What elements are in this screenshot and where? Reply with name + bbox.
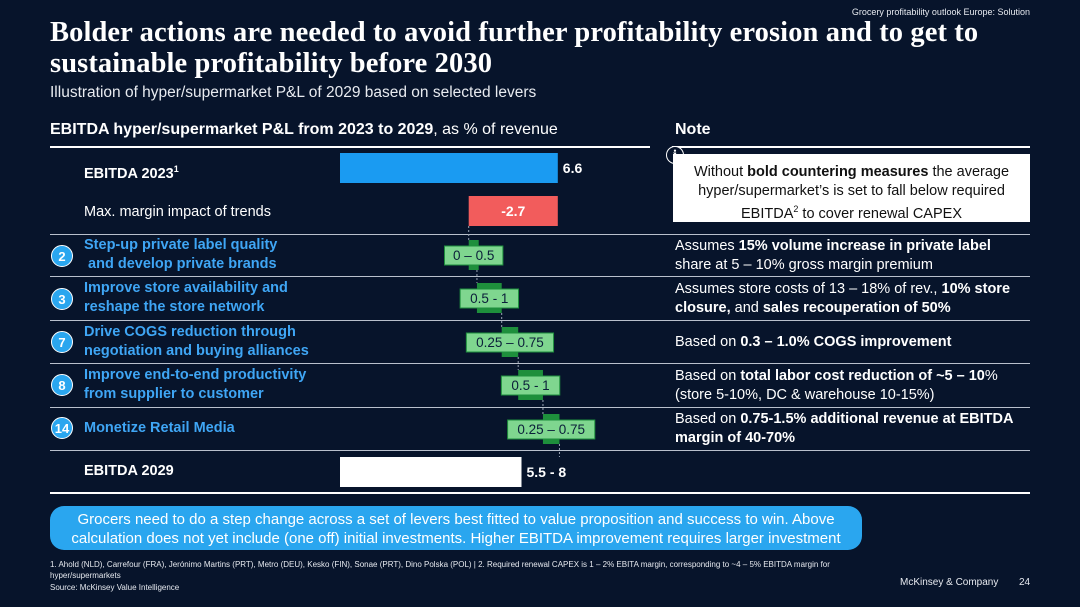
bar-value-label-0: 6.6 bbox=[563, 160, 583, 176]
bar-value-label-7: 5.5 - 8 bbox=[527, 464, 567, 480]
bar-range-label-5: 0.5 - 1 bbox=[511, 378, 549, 393]
row-label-ebitda-2029: EBITDA 2029 bbox=[84, 463, 174, 479]
chart-top-rule bbox=[50, 146, 650, 148]
row-divider bbox=[50, 450, 1030, 451]
page-title: Bolder actions are needed to avoid furth… bbox=[50, 17, 979, 79]
source-note: Source: McKinsey Value Intelligence bbox=[50, 583, 180, 592]
note-retail-media: Based on 0.75-1.5% additional revenue at… bbox=[675, 411, 1013, 446]
bar-range-label-3: 0.5 - 1 bbox=[470, 291, 508, 306]
bar-total-0 bbox=[340, 153, 558, 183]
lever-badge-14: 14 bbox=[51, 417, 73, 439]
row-divider bbox=[50, 276, 1030, 277]
bar-total-7 bbox=[340, 457, 522, 487]
lever-badge-8: 8 bbox=[51, 374, 73, 396]
bar-range-label-box-5 bbox=[500, 375, 561, 396]
page-subtitle: Illustration of hyper/supermarket P&L of… bbox=[50, 84, 537, 101]
row-label-cogs: Drive COGS reduction through negotiation … bbox=[84, 324, 309, 359]
chart-heading-bold: EBITDA hyper/supermarket P&L from 2023 t… bbox=[50, 121, 434, 138]
row-label-store-network: Improve store availability and reshape th… bbox=[84, 280, 288, 315]
bar-range-label-box-6 bbox=[507, 419, 596, 440]
key-message-callout: Grocers need to do a step change across … bbox=[50, 506, 862, 550]
chart-heading: EBITDA hyper/supermarket P&L from 2023 t… bbox=[50, 121, 558, 139]
brand-name: McKinsey & Company bbox=[900, 577, 999, 588]
section-label: Grocery profitability outlook Europe: So… bbox=[851, 7, 1030, 17]
lever-badge-7: 7 bbox=[51, 331, 73, 353]
note-store-network: Assumes store costs of 13 – 18% of rev.,… bbox=[675, 281, 1011, 316]
row-divider bbox=[50, 492, 1030, 494]
row-label-trends: Max. margin impact of trends bbox=[84, 204, 271, 220]
note-heading: Note bbox=[675, 121, 711, 138]
row-label-ebitda-2023: EBITDA 20231 bbox=[84, 164, 179, 182]
lever-badge-2: 2 bbox=[51, 245, 73, 267]
bar-range-label-box-2 bbox=[444, 245, 504, 266]
row-label-retail-media: Monetize Retail Media bbox=[84, 420, 235, 436]
row-label-productivity: Improve end-to-end productivity from supp… bbox=[84, 367, 307, 402]
row-divider bbox=[50, 363, 1030, 364]
footnote: 1. Ahold (NLD), Carrefour (FRA), Jerónim… bbox=[50, 560, 830, 580]
row-divider bbox=[50, 320, 1030, 321]
row-divider bbox=[50, 407, 1030, 408]
bar-range-label-6: 0.25 – 0.75 bbox=[517, 422, 585, 437]
note-private-label: Assumes 15% volume increase in private l… bbox=[675, 238, 991, 273]
note-productivity: Based on total labor cost reduction of ~… bbox=[675, 368, 998, 403]
bar-range-label-box-3 bbox=[459, 288, 520, 309]
bar-range-label-2: 0 – 0.5 bbox=[453, 248, 494, 263]
note-cogs: Based on 0.3 – 1.0% COGS improvement bbox=[675, 334, 952, 350]
bar-decrease-1 bbox=[468, 196, 558, 226]
bar-range-label-box-4 bbox=[465, 332, 555, 353]
note-box: Without bold countering measures the ave… bbox=[673, 154, 1030, 222]
bar-value-label-1: -2.7 bbox=[501, 203, 525, 219]
row-divider bbox=[50, 234, 1030, 235]
row-label-private-label: Step-up private label quality and develo… bbox=[84, 237, 278, 272]
chart-heading-rest: , as % of revenue bbox=[433, 121, 558, 138]
bar-range-label-4: 0.25 – 0.75 bbox=[476, 335, 544, 350]
lever-badge-3: 3 bbox=[51, 288, 73, 310]
page-number: 24 bbox=[1019, 577, 1031, 588]
note-top-rule bbox=[672, 146, 1030, 148]
